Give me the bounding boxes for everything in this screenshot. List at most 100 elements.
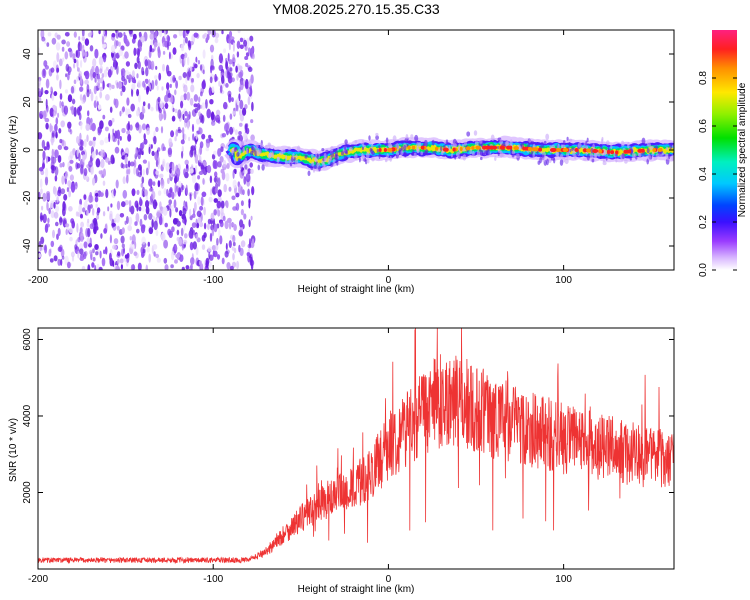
- snr-ytick-label: 2000: [22, 481, 33, 504]
- noise-speck: [61, 175, 65, 185]
- ridge-speck: [420, 151, 424, 156]
- noise-speck: [55, 221, 59, 227]
- noise-speck: [164, 94, 169, 103]
- noise-speck: [156, 85, 159, 91]
- ridge-speck: [391, 143, 395, 147]
- noise-speck: [174, 259, 178, 264]
- noise-speck: [66, 41, 71, 47]
- ridge-speck: [638, 152, 642, 158]
- ridge-peak: [582, 148, 588, 153]
- noise-speck: [225, 60, 229, 70]
- noise-speck: [45, 122, 49, 130]
- ridge-speck: [371, 156, 375, 162]
- noise-speck: [80, 213, 83, 219]
- noise-speck: [152, 244, 158, 250]
- noise-speck: [124, 200, 129, 206]
- noise-speck: [239, 80, 244, 91]
- noise-speck: [79, 42, 83, 52]
- noise-speck: [64, 51, 69, 60]
- noise-speck: [146, 246, 150, 253]
- ridge-speck: [314, 157, 317, 162]
- noise-speck: [169, 208, 172, 218]
- ridge-speck: [403, 151, 407, 158]
- noise-speck: [87, 32, 93, 38]
- noise-speck: [232, 169, 235, 179]
- noise-speck: [180, 95, 185, 103]
- noise-speck: [81, 99, 86, 104]
- noise-speck: [168, 199, 172, 205]
- noise-speck: [157, 190, 162, 196]
- ridge-speck: [445, 139, 449, 145]
- noise-speck: [250, 168, 254, 174]
- ridge-speck: [295, 154, 298, 159]
- noise-speck: [86, 89, 90, 98]
- ridge-speck: [231, 149, 235, 154]
- noise-speck: [73, 63, 76, 69]
- noise-speck: [194, 182, 199, 192]
- noise-speck: [115, 30, 119, 39]
- ridge-peak: [532, 147, 538, 152]
- noise-speck: [56, 233, 59, 240]
- noise-speck: [220, 200, 225, 209]
- noise-speck: [122, 106, 125, 113]
- noise-speck: [222, 159, 227, 168]
- noise-speck: [246, 252, 251, 257]
- noise-speck: [95, 65, 99, 76]
- noise-speck: [103, 228, 108, 234]
- noise-speck: [128, 30, 133, 35]
- noise-speck: [134, 147, 138, 157]
- noise-speck: [62, 161, 65, 168]
- noise-speck: [251, 101, 254, 112]
- ridge-speck: [236, 152, 240, 157]
- noise-speck: [131, 88, 134, 97]
- noise-speck: [38, 240, 42, 247]
- spectrogram-ytick-label: 0: [22, 147, 33, 153]
- noise-speck: [147, 160, 150, 170]
- ridge-speck: [509, 139, 513, 147]
- noise-speck: [127, 160, 131, 168]
- noise-speck: [81, 36, 86, 41]
- ridge-speck: [337, 145, 340, 151]
- noise-speck: [191, 222, 197, 229]
- noise-speck: [59, 163, 63, 168]
- noise-speck: [132, 33, 137, 40]
- ridge-speck: [647, 141, 649, 147]
- noise-speck: [131, 83, 136, 91]
- noise-speck: [164, 264, 169, 270]
- noise-speck: [216, 254, 221, 260]
- noise-speck: [105, 94, 110, 101]
- noise-speck: [154, 75, 158, 80]
- noise-speck: [109, 213, 113, 221]
- noise-speck: [52, 185, 57, 195]
- noise-speck: [182, 113, 185, 121]
- noise-speck: [63, 146, 69, 151]
- noise-speck: [39, 178, 43, 189]
- noise-speck: [93, 100, 97, 109]
- noise-speck: [141, 105, 145, 115]
- noise-speck: [201, 102, 206, 110]
- noise-speck: [209, 138, 214, 143]
- noise-speck: [99, 120, 104, 130]
- noise-speck: [166, 40, 170, 51]
- noise-speck: [111, 44, 116, 54]
- ridge-speck: [250, 151, 254, 156]
- noise-speck: [76, 223, 79, 233]
- noise-speck: [189, 193, 192, 201]
- noise-speck: [92, 248, 95, 254]
- noise-speck: [183, 168, 187, 176]
- ridge-speck: [593, 151, 598, 159]
- noise-speck: [79, 86, 84, 93]
- noise-speck: [221, 75, 225, 84]
- noise-speck: [60, 120, 65, 128]
- noise-speck: [141, 236, 146, 245]
- ridge-speck: [229, 153, 233, 159]
- colorbar-tick-label: 0.4: [698, 167, 709, 181]
- noise-speck: [57, 144, 63, 150]
- ridge-speck: [264, 160, 269, 167]
- noise-speck: [178, 237, 182, 246]
- noise-speck: [151, 190, 156, 200]
- noise-speck: [105, 188, 109, 199]
- noise-speck: [120, 264, 123, 270]
- noise-speck: [102, 168, 106, 177]
- noise-speck: [139, 197, 142, 203]
